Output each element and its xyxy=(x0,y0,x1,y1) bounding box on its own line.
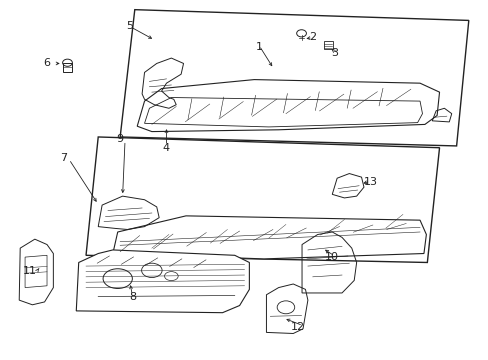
Text: 5: 5 xyxy=(126,21,133,31)
Text: 4: 4 xyxy=(163,143,170,153)
Polygon shape xyxy=(120,10,468,146)
Text: 12: 12 xyxy=(290,322,305,332)
Polygon shape xyxy=(137,80,439,132)
Text: 1: 1 xyxy=(255,42,262,52)
Polygon shape xyxy=(113,216,426,259)
Text: 13: 13 xyxy=(364,177,378,187)
Polygon shape xyxy=(76,250,249,313)
Text: 10: 10 xyxy=(325,252,339,262)
Text: 11: 11 xyxy=(23,266,37,276)
Polygon shape xyxy=(86,137,439,262)
Text: 8: 8 xyxy=(128,292,136,302)
Text: 2: 2 xyxy=(308,32,316,41)
Text: 3: 3 xyxy=(330,48,338,58)
Text: 9: 9 xyxy=(116,134,123,144)
Text: 6: 6 xyxy=(43,58,50,68)
Text: 7: 7 xyxy=(61,153,67,163)
